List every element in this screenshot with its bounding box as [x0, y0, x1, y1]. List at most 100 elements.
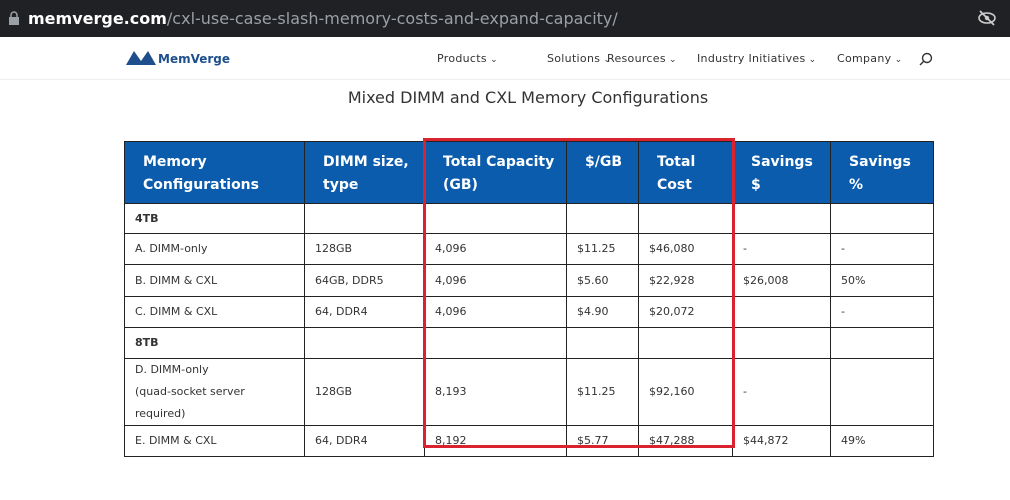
nav-item[interactable]: Company ⌄ [837, 52, 902, 65]
table-cell: 49% [830, 425, 934, 457]
table-cell: E. DIMM & CXL [124, 425, 305, 457]
table-cell: - [830, 296, 934, 328]
cell-text: 4,096 [435, 242, 467, 255]
table-cell [638, 327, 733, 359]
url-domain: memverge.com [28, 9, 167, 28]
cell-text: 8,192 [435, 434, 467, 447]
table-cell: A. DIMM-only [124, 233, 305, 265]
header-cell: $/GB [566, 141, 639, 204]
table-cell: $46,080 [638, 233, 733, 265]
chevron: ⌄ [805, 55, 817, 65]
table-cell [732, 296, 831, 328]
table-cell [566, 327, 639, 359]
cell-text: 8,193 [435, 385, 467, 398]
nav-label: Resources [607, 52, 666, 65]
table-row: C. DIMM & CXL 64, DDR4 4,096 $4.90 $20,072 - [124, 296, 934, 328]
header-cell: Total Capacity (GB) [424, 141, 567, 204]
table-cell [732, 203, 831, 234]
cell-text: B. DIMM & CXL [135, 273, 218, 287]
table-cell: B. DIMM & CXL [124, 264, 305, 297]
table-cell [304, 327, 425, 359]
chevron: ⌄ [486, 55, 498, 65]
cell-text: - [743, 385, 747, 398]
table-cell: 8,193 [424, 358, 567, 426]
address-bar: memverge.com/cxl-use-case-slash-memory-c… [0, 0, 1010, 37]
nav-item[interactable]: Solutions ⌄ [547, 52, 611, 65]
cell-text: 50% [841, 273, 866, 287]
table-cell: $11.25 [566, 233, 639, 265]
nav-label: Industry Initiatives [697, 52, 806, 65]
table-cell: $5.60 [566, 264, 639, 297]
cell-text: $44,872 [743, 434, 789, 447]
header-cell: Memory Configurations [124, 141, 305, 204]
table-cell: 8,192 [424, 425, 567, 457]
cell-text: 8TB [135, 336, 159, 349]
cell-text: $92,160 [649, 385, 695, 398]
table-cell: 4,096 [424, 233, 567, 265]
nav-label: Products [437, 52, 487, 65]
nav-label: Solutions [547, 52, 601, 65]
cell-text: 64, DDR4 [315, 305, 368, 318]
cell-line: (quad-socket server required) [135, 385, 245, 420]
cell-text: 4,096 [435, 273, 467, 287]
header-cell: DIMM size, type [304, 141, 425, 204]
cell-text: - [841, 305, 845, 318]
cell-text: $4.90 [577, 305, 609, 318]
table-cell: 64, DDR4 [304, 296, 425, 328]
cell-text: $5.77 [577, 434, 609, 447]
table-cell: $92,160 [638, 358, 733, 426]
table-cell: 64, DDR4 [304, 425, 425, 457]
cell-text: $11.25 [577, 242, 616, 255]
table-cell [830, 327, 934, 359]
table-cell: - [732, 233, 831, 265]
table-cell: 4TB [124, 203, 305, 234]
nav-item[interactable]: Industry Initiatives ⌄ [697, 52, 817, 65]
chevron: ⌄ [665, 55, 677, 65]
cell-text: $47,288 [649, 434, 695, 447]
lock-icon [9, 11, 19, 25]
logo[interactable]: MemVerge [158, 52, 230, 66]
table-cell: $20,072 [638, 296, 733, 328]
table-row: B. DIMM & CXL 64GB, DDR5 4,096 $5.60 $22,928… [124, 264, 934, 297]
table-cell: $44,872 [732, 425, 831, 457]
search-icon[interactable] [919, 52, 933, 66]
cell-text: E. DIMM & CXL [135, 434, 217, 447]
logo-mark [126, 51, 156, 65]
cell-text: 128GB [315, 385, 353, 398]
cell-text: 64GB, DDR5 [315, 273, 384, 287]
nav-item[interactable]: Products ⌄ [437, 52, 498, 65]
table-cell: D. DIMM-only (quad-socket server required… [124, 358, 305, 426]
table-cell [424, 327, 567, 359]
site-nav: MemVerge Products ⌄ Solutions ⌄ Resources … [0, 37, 1010, 80]
cell-text: $11.25 [577, 385, 616, 398]
cell-text: 4TB [135, 211, 159, 225]
table-cell: 8TB [124, 327, 305, 359]
table-cell: 50% [830, 264, 934, 297]
table-cell: 64GB, DDR5 [304, 264, 425, 297]
cell-line: D. DIMM-only [135, 363, 209, 376]
nav-item[interactable]: Resources ⌄ [607, 52, 677, 65]
cell-text: $26,008 [743, 273, 789, 287]
cell-text: C. DIMM & CXL [135, 305, 218, 318]
table-cell: C. DIMM & CXL [124, 296, 305, 328]
table-cell [566, 203, 639, 234]
config-table: Memory Configurations DIMM size, type Tota… [124, 141, 934, 457]
table-cell: $26,008 [732, 264, 831, 297]
chevron: ⌄ [891, 55, 903, 65]
cell-text: - [743, 242, 747, 255]
cell-text: $20,072 [649, 305, 695, 318]
cell-text: $22,928 [649, 273, 695, 287]
table-title: Mixed DIMM and CXL Memory Configurations [347, 88, 709, 107]
table-row: D. DIMM-only (quad-socket server required… [124, 358, 934, 426]
table-cell: - [732, 358, 831, 426]
table-row: E. DIMM & CXL 64, DDR4 8,192 $5.77 $47,288 $4… [124, 425, 934, 457]
eye-off-icon[interactable] [978, 10, 996, 26]
cell-text: 4,096 [435, 305, 467, 318]
url[interactable]: memverge.com/cxl-use-case-slash-memory-c… [28, 9, 618, 28]
table-cell [304, 203, 425, 234]
table-cell: 128GB [304, 358, 425, 426]
cell-text: - [841, 242, 845, 255]
table-cell: 4,096 [424, 296, 567, 328]
